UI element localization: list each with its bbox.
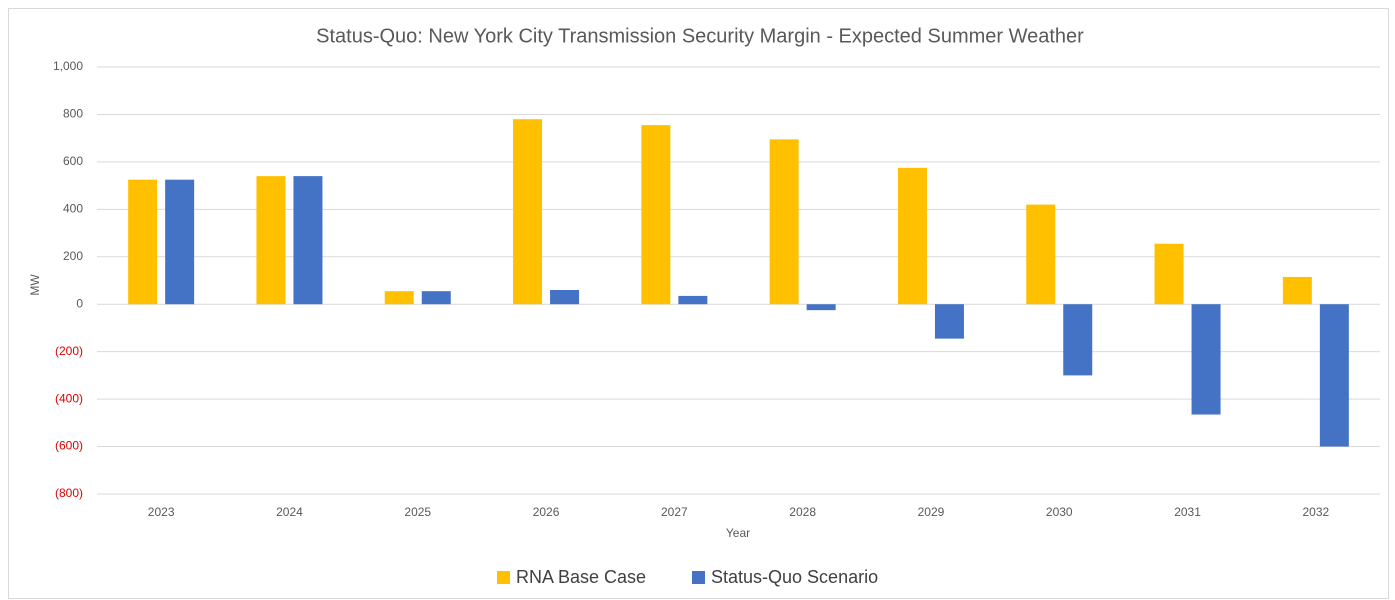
bar — [1063, 304, 1093, 376]
bar — [293, 176, 323, 305]
legend-label: Status-Quo Scenario — [711, 567, 878, 587]
y-tick-label: 600 — [63, 154, 83, 168]
y-tick-label: (400) — [55, 391, 83, 405]
bar — [384, 291, 414, 305]
bar — [128, 179, 158, 305]
y-tick-label: 200 — [63, 249, 83, 263]
bar — [897, 167, 927, 305]
y-axis-label: MW — [28, 274, 42, 296]
y-tick-label: (800) — [55, 486, 83, 500]
y-tick-label: 400 — [63, 202, 83, 216]
bar — [934, 304, 964, 339]
bar — [513, 119, 543, 305]
x-tick-label: 2025 — [404, 505, 431, 519]
x-tick-label: 2030 — [1046, 505, 1073, 519]
bar — [165, 179, 195, 305]
x-tick-label: 2027 — [661, 505, 688, 519]
x-tick-label: 2032 — [1302, 505, 1329, 519]
bar — [806, 304, 836, 311]
y-tick-label: 800 — [63, 107, 83, 121]
bar — [678, 295, 708, 305]
bar — [421, 291, 451, 305]
bar — [769, 139, 799, 305]
y-tick-label: 1,000 — [53, 59, 83, 73]
bar — [550, 289, 580, 305]
x-tick-label: 2026 — [533, 505, 560, 519]
bar — [1191, 304, 1221, 415]
x-tick-label: 2029 — [918, 505, 945, 519]
bar — [1026, 204, 1056, 305]
chart-title: Status-Quo: New York City Transmission S… — [316, 25, 1084, 47]
legend-swatch — [497, 571, 510, 584]
legend-label: RNA Base Case — [516, 567, 646, 587]
x-tick-label: 2031 — [1174, 505, 1201, 519]
y-tick-label: (200) — [55, 344, 83, 358]
x-tick-label: 2028 — [789, 505, 816, 519]
bar — [1319, 304, 1349, 447]
bar — [1154, 243, 1184, 305]
bar — [256, 176, 286, 305]
x-tick-label: 2023 — [148, 505, 175, 519]
y-tick-label: (600) — [55, 439, 83, 453]
x-tick-label: 2024 — [276, 505, 303, 519]
y-tick-label: 0 — [76, 296, 83, 310]
legend-swatch — [692, 571, 705, 584]
x-axis-label: Year — [726, 526, 750, 540]
bar — [1282, 276, 1312, 305]
bar — [641, 125, 671, 305]
